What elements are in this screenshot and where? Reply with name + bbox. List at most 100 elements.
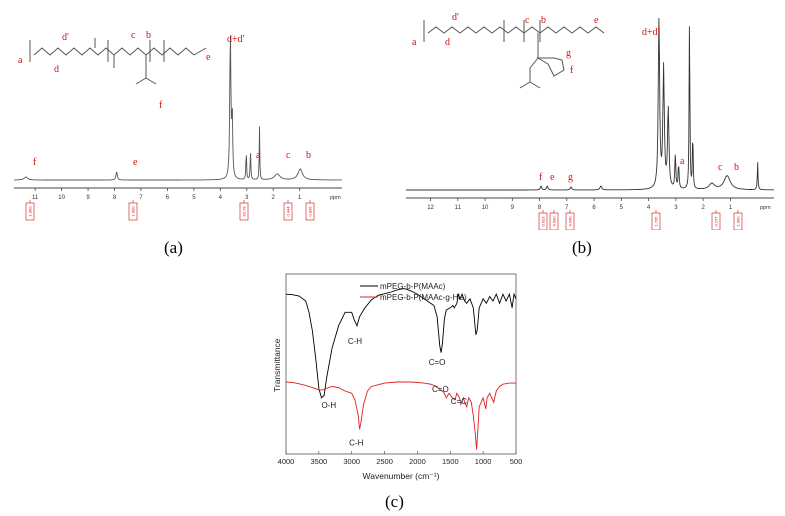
panel-a-tick-label: 1	[298, 195, 302, 201]
panel-b-structure-label: e	[594, 15, 599, 26]
panel-b-nmr-spectrum: a d d' c b e g f 12 11 10 9 8 7 6 5 4 3 2 1 ppm f e…	[398, 0, 785, 230]
ftir-x-tick-label: 2500	[376, 457, 393, 466]
panel-b-peak-label: f	[539, 172, 543, 183]
panel-b-peak-label: b	[734, 162, 739, 173]
panel-a-integral-value: 0.444	[286, 206, 291, 217]
panel-b-structure-label: d	[445, 37, 450, 48]
ftir-chart-svg: 4000 3500 3000 2500 2000 1500 1000 500 C-H O-H C=…	[272, 273, 523, 481]
caption-a: (a)	[164, 238, 183, 257]
panel-b-peak-label: a	[680, 156, 685, 167]
panel-a-structure-label: d'	[62, 32, 69, 43]
panel-b-structure-label: d'	[452, 12, 459, 23]
panel-a-integrals: 1.000 1.000 83.79 0.444 0.836	[25, 200, 315, 221]
panel-a-peak-label: c	[286, 150, 291, 161]
panel-b-peak-label: g	[568, 172, 573, 183]
panel-b-tick-label: 2	[701, 205, 705, 211]
caption-b: (b)	[572, 238, 592, 257]
ftir-peak-annotation: C-H	[348, 337, 362, 346]
panel-a-structure	[29, 38, 207, 85]
ftir-legend: mPEG-b-P(MAAc) mPEG-b-P(MAAc-g-His)	[360, 282, 467, 302]
panel-a-structure-label: a	[18, 55, 23, 66]
ftir-plot-frame	[285, 273, 517, 455]
panel-b-integral-value: 0.177	[714, 216, 719, 227]
panel-b-integral-value: 0.030	[552, 216, 557, 227]
panel-a-tick-label: 7	[139, 195, 143, 201]
panel-b-integral-value: 0.023	[541, 216, 546, 227]
panel-b-tick-label: 9	[511, 205, 515, 211]
panel-a-peak-label: a	[256, 150, 261, 161]
ftir-peak-annotation: C=C	[451, 397, 467, 406]
panel-a-integral-value: 1.000	[28, 206, 33, 217]
panel-a-tick-label: 6	[166, 195, 170, 201]
panel-a-peak-label: f	[33, 157, 37, 168]
panel-b-structure-label: a	[412, 37, 417, 48]
panel-b-structure-label: f	[570, 65, 574, 76]
panel-b-ticks: 12 11 10 9 8 7 6 5 4 3 2 1	[427, 198, 733, 211]
panel-b-tick-label: 3	[674, 205, 678, 211]
panel-b-integrals: 0.023 0.030 0.040 1.795 0.177 1.000	[538, 210, 743, 230]
ftir-x-tick-label: 500	[510, 457, 523, 466]
panel-a-structure-label: e	[206, 52, 211, 63]
panel-b-spectrum-line	[406, 18, 774, 191]
panel-a-integral-value: 1.000	[131, 206, 136, 217]
panel-a-integral-value: 0.836	[308, 206, 313, 217]
panel-b-structure-label: b	[541, 15, 546, 26]
ftir-x-tick-label: 3500	[311, 457, 328, 466]
panel-b-tick-label: 6	[592, 205, 596, 211]
panel-a-svg: a d d' c b e f 11 10 9 8 7 6 5 4 3 2 1 ppm f e d+d…	[14, 30, 342, 221]
panel-b-tick-label: 11	[455, 205, 462, 211]
panel-a-tick-label: 4	[219, 195, 223, 201]
ftir-x-axis-label: Wavenumber (cm⁻¹)	[363, 471, 440, 481]
panel-a-tick-label: 9	[86, 195, 90, 201]
panel-b-integral-value: 1.795	[654, 216, 659, 227]
panel-a-axis-unit: ppm	[330, 195, 341, 201]
ftir-x-tick-label: 1500	[442, 457, 459, 466]
panel-b-integral-value: 0.040	[568, 216, 573, 227]
panel-b-peak-label: e	[550, 172, 555, 183]
panel-b-tick-label: 7	[565, 205, 569, 211]
panel-a-tick-label: 10	[58, 195, 65, 201]
panel-b-axis-unit: ppm	[760, 205, 771, 211]
ftir-x-tick-label: 3000	[343, 457, 360, 466]
ftir-series-line-2	[285, 381, 516, 450]
ftir-x-tick-label: 1000	[475, 457, 492, 466]
ftir-series-line-1	[285, 288, 517, 399]
panel-b-structure-label: g	[566, 48, 571, 59]
panel-b-tick-label: 10	[482, 205, 489, 211]
panel-b-svg: a d d' c b e g f 12 11 10 9 8 7 6 5 4 3 2 1 ppm f e…	[406, 12, 774, 230]
panel-a-peak-label: d+d'	[227, 34, 245, 45]
legend-label-series-2: mPEG-b-P(MAAc-g-His)	[380, 293, 467, 302]
panel-a-structure-label: f	[159, 100, 163, 111]
panel-a-structure-label: c	[131, 30, 136, 41]
ftir-peak-annotation: C=O	[432, 385, 449, 394]
panel-a-tick-label: 2	[272, 195, 276, 201]
panel-b-integral-value: 1.000	[736, 216, 741, 227]
panel-a-nmr-spectrum: a d d' c b e f 11 10 9 8 7 6 5 4 3 2 1 ppm f e d+d…	[0, 0, 360, 230]
panel-b-tick-label: 5	[620, 205, 624, 211]
ftir-y-axis-label: Transmittance	[272, 338, 282, 392]
ftir-series	[285, 288, 517, 450]
caption-c: (c)	[385, 492, 404, 511]
legend-label-series-1: mPEG-b-P(MAAc)	[380, 282, 446, 291]
panel-b-structure-label: c	[525, 15, 530, 26]
ftir-x-tick-label: 4000	[278, 457, 295, 466]
ftir-x-ticks: 4000 3500 3000 2500 2000 1500 1000 500	[278, 451, 523, 466]
ftir-x-tick-label: 2000	[409, 457, 426, 466]
panel-a-structure-label: b	[146, 30, 151, 41]
panel-b-peak-label: d+d'	[642, 27, 660, 38]
ftir-annotations: C-HO-HC=OC=OC=CC-H	[321, 337, 467, 448]
ftir-peak-annotation: O-H	[321, 401, 336, 410]
panel-a-peak-label: e	[133, 157, 138, 168]
panel-a-tick-label: 5	[192, 195, 196, 201]
panel-a-tick-label: 8	[113, 195, 117, 201]
ftir-peak-annotation: C=O	[429, 358, 446, 367]
panel-b-tick-label: 12	[427, 205, 434, 211]
panel-a-ticks: 11 10 9 8 7 6 5 4 3 2 1	[32, 188, 302, 201]
panel-a-peak-label: b	[306, 150, 311, 161]
panel-a-tick-label: 3	[245, 195, 249, 201]
panel-a-structure-label: d	[54, 64, 59, 75]
panel-a-spectrum-line	[14, 35, 342, 181]
panel-a-integral-value: 83.79	[242, 206, 247, 217]
panel-b-tick-label: 1	[729, 205, 733, 211]
ftir-peak-annotation: C-H	[349, 438, 363, 447]
